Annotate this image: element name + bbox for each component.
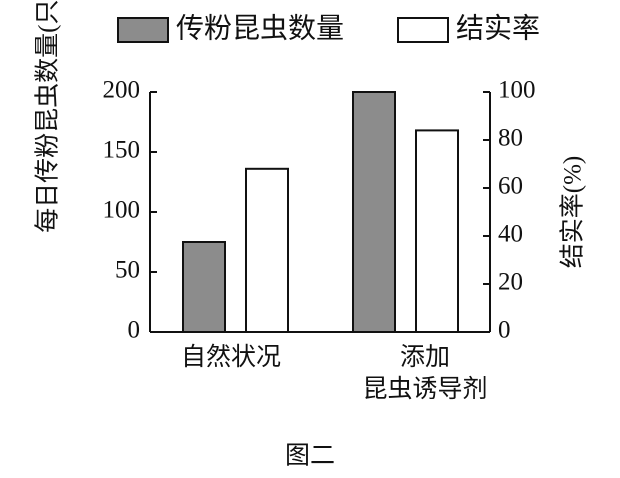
y-tick-label: 100	[103, 197, 141, 224]
legend-swatch	[397, 17, 449, 43]
caption: 图二	[285, 443, 335, 470]
y2-tick-label: 100	[498, 77, 536, 104]
legend-label: 传粉昆虫数量	[176, 12, 344, 44]
legend-label: 结实率	[456, 12, 540, 44]
bar	[352, 91, 396, 333]
y-tick-label: 0	[128, 317, 141, 344]
y2-tick-label: 80	[498, 125, 523, 152]
bar	[245, 167, 289, 333]
bar	[415, 129, 459, 333]
y-tick-label: 150	[103, 137, 141, 164]
y-axis-label: 每日传粉昆虫数量(只)	[34, 0, 62, 233]
y-tick-label: 200	[103, 77, 141, 104]
legend-swatch	[117, 17, 169, 43]
x-tick-label: 自然状况	[180, 344, 281, 371]
x-tick-label: 添加 昆虫诱导剂	[362, 344, 488, 403]
y2-axis-label: 结实率(%)	[559, 156, 587, 268]
y2-tick-label: 60	[498, 173, 523, 200]
y2-tick-label: 40	[498, 221, 523, 248]
y2-tick-label: 0	[498, 317, 511, 344]
bar	[182, 241, 226, 333]
y2-tick-label: 20	[498, 269, 523, 296]
y-tick-label: 50	[115, 257, 140, 284]
